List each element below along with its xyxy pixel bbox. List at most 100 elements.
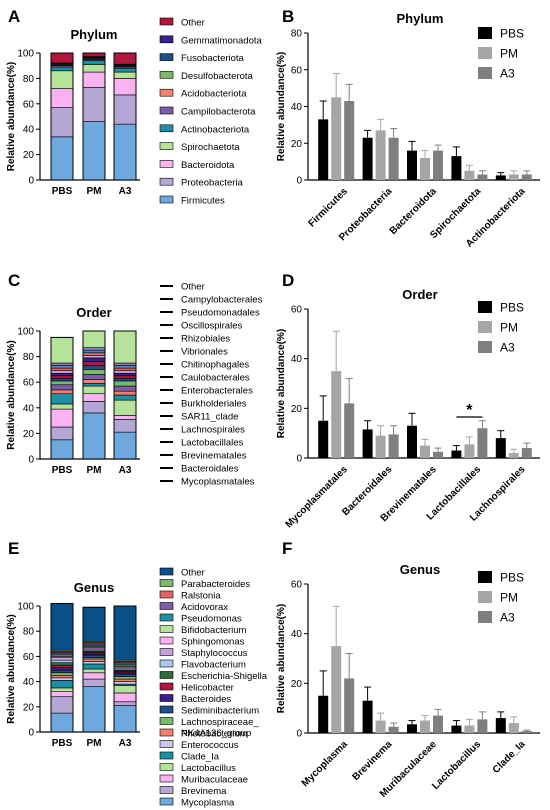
panel-label-c: C — [8, 271, 20, 290]
legend-swatch — [159, 142, 174, 150]
chart-title: Phylum — [71, 27, 118, 42]
legend-swatch — [159, 740, 174, 748]
y-tick-label: 60 — [291, 305, 303, 316]
legend-label: Actinobacteriota — [181, 124, 250, 135]
bar-pbs — [451, 725, 462, 733]
bar-segment-campylobacterales — [82, 347, 106, 351]
chart-title: Order — [76, 305, 111, 320]
y-tick-label: 20 — [23, 150, 35, 161]
legend-swatch — [478, 67, 492, 79]
legend-label: Brevinema — [181, 786, 227, 797]
bar-segment-caulobacterales — [82, 365, 106, 370]
bar-segment-lactobacillus — [82, 668, 106, 674]
legend-label: PM — [500, 47, 518, 61]
legend-label-line: NK4A136_group — [181, 728, 251, 739]
bar-segment-caulobacterales — [113, 378, 137, 382]
bar-segment-lactobacillales — [113, 399, 137, 416]
y-tick-label: 20 — [291, 139, 303, 150]
x-tick-label: A3 — [119, 186, 132, 197]
y-tick-label: 0 — [28, 176, 34, 187]
legend-label: Rhizobiales — [181, 334, 230, 345]
y-tick-label: 20 — [291, 404, 303, 415]
bar-segment-sar11-clade — [113, 390, 137, 396]
chart-title: Phylum — [397, 11, 444, 26]
legend-swatch — [159, 106, 174, 115]
bar-pm — [420, 157, 430, 180]
bar-segment-muribaculaceae — [50, 691, 74, 698]
legend-swatch — [478, 47, 492, 59]
y-axis-title: Relative abundance(%) — [6, 62, 17, 171]
bar-segment-actinobacteriota — [50, 66, 74, 72]
bar-segment-other — [82, 52, 106, 57]
legend: PBS PM A3 — [478, 571, 524, 625]
legend-swatch — [159, 35, 174, 44]
legend-swatch — [159, 636, 174, 645]
bar-segment-clade-ia — [50, 680, 74, 689]
bar-segment-campylobacterales — [50, 362, 74, 366]
legend-label: Oscillospirales — [181, 321, 242, 332]
bar-segment-mycoplasma — [82, 686, 106, 733]
legend-label: Sphingomonas — [181, 637, 245, 648]
bar-outline — [50, 602, 74, 733]
bar-segment-pseudomonadales — [82, 349, 106, 354]
legend-label: PM — [500, 591, 518, 605]
bar-segment-bacteroides — [50, 667, 74, 671]
chart-title: Genus — [74, 580, 114, 595]
bar-segment-muribaculaceae — [82, 672, 106, 680]
bar-segment-proteobacteria — [50, 107, 74, 138]
bar-pm — [508, 723, 519, 733]
legend: PBS PM A3 — [478, 27, 524, 81]
bar-segment-rhizobiales — [82, 355, 106, 359]
bar-segment-flavobacterium — [50, 659, 74, 663]
bar-a3 — [388, 137, 399, 180]
legend-swatch — [159, 195, 174, 204]
bar-pbs — [407, 425, 417, 458]
bar-segment-chitinophagales — [50, 375, 74, 379]
bar-pm — [331, 646, 342, 733]
legend-swatch — [159, 613, 174, 622]
y-tick-label: 60 — [291, 580, 303, 591]
legend-label: A3 — [500, 611, 515, 625]
legend-swatch — [159, 705, 174, 714]
legend-label: Mycoplasma — [181, 798, 235, 809]
bar-segment-sediminibacterium — [82, 654, 106, 658]
legend-label: Pseudomonas — [181, 614, 242, 625]
y-tick-label: 60 — [23, 652, 35, 663]
legend-label: Escherichia-Shigella — [181, 671, 268, 682]
bar-segment-lachnospiraceae-nk4a136-group — [50, 672, 74, 676]
legend-label: Clade_Ia — [181, 752, 220, 763]
legend-swatch — [478, 341, 492, 353]
bar-pm — [331, 371, 342, 458]
bar-segment-bacteroidales — [113, 419, 137, 433]
legend-swatch — [159, 625, 174, 633]
y-tick-label: 80 — [291, 29, 303, 40]
legend-label: Acidobacteriota — [181, 89, 247, 100]
legend-swatch — [159, 88, 174, 97]
legend-label: Bacteroidota — [181, 160, 235, 171]
panel-label-d: D — [282, 271, 294, 290]
legend-swatch — [159, 71, 174, 79]
legend-swatch — [159, 717, 174, 725]
y-tick-label: 40 — [291, 629, 303, 640]
legend: Other Gemmatimonadota Fusobacteriota Desulf… — [159, 18, 263, 207]
x-tick-label: PBS — [52, 186, 73, 197]
bar-segment-sar11-clade — [82, 379, 106, 384]
bar-segment-burkholderiales — [82, 374, 106, 380]
bar-segment-enterobacterales — [50, 380, 74, 386]
panel-b: B Phylum 0 20 40 60 80 Relative abundance(%) Fir… — [276, 7, 540, 250]
bar-segment-actinobacteriota — [82, 60, 106, 65]
bar-segment-enterobacterales — [82, 369, 106, 375]
legend-swatch — [159, 53, 174, 61]
bar-segment-lactobacillales — [50, 403, 74, 410]
legend: PBS PM A3 — [478, 301, 524, 355]
y-tick-label: 20 — [23, 429, 35, 440]
legend-swatch — [159, 797, 174, 806]
bar-segment-oscillospirales — [113, 367, 137, 371]
y-tick-label: 60 — [23, 378, 35, 389]
legend-label: Other — [181, 282, 205, 293]
legend-swatch — [478, 321, 492, 333]
panel-label-e: E — [8, 539, 19, 558]
y-tick-label: 40 — [23, 125, 35, 136]
legend-swatch — [159, 728, 174, 737]
